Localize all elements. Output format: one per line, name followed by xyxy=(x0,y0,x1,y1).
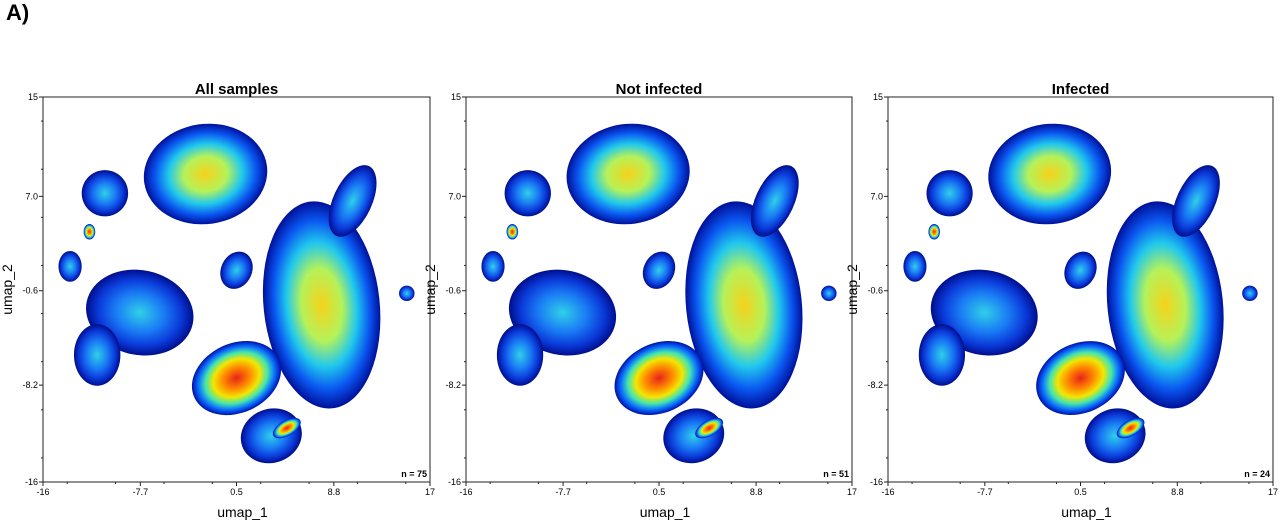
x-tick-label: 8.8 xyxy=(750,487,763,497)
sample-count-label: n = 24 xyxy=(1244,469,1270,479)
x-tick-label: 0.5 xyxy=(653,487,666,497)
x-axis-label: umap_1 xyxy=(1061,504,1112,520)
umap-cluster xyxy=(58,251,82,282)
umap-cluster xyxy=(481,251,505,282)
x-tick-label: 8.8 xyxy=(328,487,341,497)
umap-cluster xyxy=(926,170,973,217)
x-tick-label: 17 xyxy=(1268,487,1278,497)
umap-cluster xyxy=(496,324,544,386)
x-tick-label: -16 xyxy=(459,487,472,497)
umap-cluster xyxy=(566,123,690,225)
chart-title: All samples xyxy=(195,81,278,98)
y-tick-label: 7.0 xyxy=(870,191,883,201)
umap-cluster xyxy=(504,170,551,217)
umap-cluster xyxy=(750,165,799,237)
x-tick-label: 8.8 xyxy=(1171,487,1184,497)
y-tick-label: -8.2 xyxy=(867,380,883,390)
umap-cluster xyxy=(399,285,415,302)
chart-panel: All samples n = 75 -16 -7.7 0.5 8.8 17 15 7.0 -0.… xyxy=(0,81,435,520)
y-axis-label: umap_2 xyxy=(844,264,860,315)
y-tick-label: -0.6 xyxy=(445,286,461,296)
umap-cluster xyxy=(1172,165,1220,237)
umap-cluster xyxy=(1242,285,1258,302)
y-tick-label: -16 xyxy=(25,477,38,487)
x-tick-label: -16 xyxy=(36,487,49,497)
umap-cluster xyxy=(272,417,301,439)
umap-cluster xyxy=(1064,251,1097,289)
umap-cluster xyxy=(1116,417,1145,439)
umap-cluster xyxy=(191,341,282,416)
umap-cluster xyxy=(73,324,121,386)
y-tick-label: 15 xyxy=(451,92,461,102)
umap-cluster xyxy=(642,251,676,289)
x-tick-label: 0.5 xyxy=(1074,487,1087,497)
y-tick-label: -0.6 xyxy=(22,286,38,296)
umap-cluster xyxy=(821,285,837,302)
umap-cluster xyxy=(220,251,253,289)
x-tick-label: -7.7 xyxy=(555,487,571,497)
sample-count-label: n = 51 xyxy=(823,469,849,479)
y-axis-label: umap_2 xyxy=(0,264,15,315)
umap-cluster xyxy=(81,170,129,217)
y-axis-label: umap_2 xyxy=(422,264,438,315)
x-axis-label: umap_1 xyxy=(217,504,268,520)
y-tick-label: 15 xyxy=(873,92,883,102)
chart-panel: Not infected n = 51 -16 -7.7 0.5 8.8 17 15 7.0 -0… xyxy=(422,81,857,520)
chart-panel: Infected n = 24 -16 -7.7 0.5 8.8 17 15 7.0 -0.6 -8… xyxy=(844,81,1278,520)
umap-cluster xyxy=(328,165,377,237)
umap-cluster xyxy=(83,224,96,240)
umap-cluster xyxy=(143,123,268,225)
y-tick-label: -0.6 xyxy=(867,286,883,296)
umap-cluster xyxy=(614,341,704,416)
y-tick-label: -16 xyxy=(448,477,461,487)
umap-cluster xyxy=(685,201,803,409)
y-tick-label: 7.0 xyxy=(448,191,461,201)
x-tick-label: 17 xyxy=(847,487,857,497)
chart-title: Infected xyxy=(1052,81,1110,98)
umap-cluster xyxy=(1036,341,1125,416)
umap-cluster xyxy=(918,324,966,386)
y-tick-label: -16 xyxy=(870,477,883,487)
umap-cluster xyxy=(262,201,381,409)
umap-cluster xyxy=(988,123,1112,225)
x-axis-label: umap_1 xyxy=(640,504,691,520)
umap-cluster xyxy=(928,224,940,240)
sample-count-label: n = 75 xyxy=(401,469,427,479)
chart-title: Not infected xyxy=(616,81,703,98)
x-tick-label: 0.5 xyxy=(230,487,243,497)
x-tick-label: -16 xyxy=(881,487,894,497)
x-tick-label: -7.7 xyxy=(133,487,149,497)
umap-cluster xyxy=(506,224,519,240)
y-tick-label: -8.2 xyxy=(445,380,461,390)
umap-cluster xyxy=(1106,201,1224,409)
x-tick-label: 17 xyxy=(425,487,435,497)
panel-label: A) xyxy=(6,0,30,25)
y-tick-label: 15 xyxy=(28,92,38,102)
y-tick-label: 7.0 xyxy=(25,191,38,201)
x-tick-label: -7.7 xyxy=(977,487,993,497)
umap-cluster xyxy=(695,417,724,439)
y-tick-label: -8.2 xyxy=(22,380,38,390)
umap-cluster xyxy=(903,251,927,282)
